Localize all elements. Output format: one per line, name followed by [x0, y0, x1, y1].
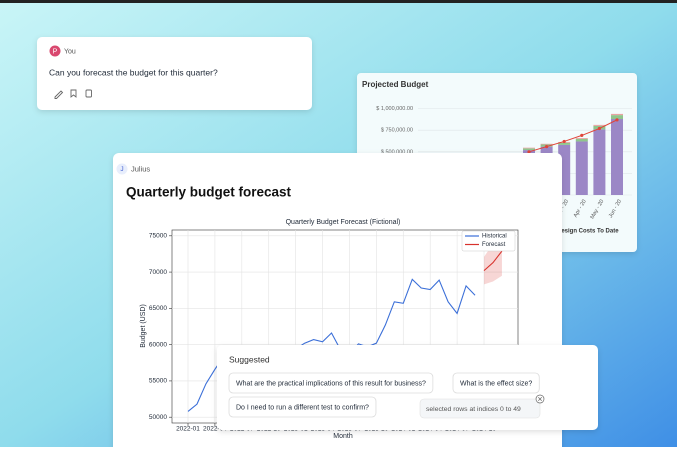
avatar [49, 45, 61, 57]
bar-segment [523, 147, 535, 149]
line-series [483, 250, 503, 272]
legend-label: Design Costs To Date [557, 229, 619, 235]
suggestion-chip[interactable] [228, 396, 377, 418]
bar-segment [540, 143, 553, 145]
y-tick-label: 65000 [149, 305, 167, 312]
x-tick-label: 2022-01 [176, 426, 200, 433]
user-card: P You Can you forecast the budget for th… [37, 37, 312, 110]
bar-segment [611, 119, 623, 195]
selection-chip [419, 398, 541, 419]
selection-text: selected rows at indices 0 to 49 [426, 406, 521, 413]
x-tick-label: 2022-04 [203, 426, 227, 433]
suggestion-chip[interactable] [452, 372, 540, 394]
line-point [545, 145, 549, 149]
suggestion-text[interactable]: What are the practical implications of t… [236, 380, 426, 387]
line-point [527, 150, 531, 154]
suggestion-chip[interactable] [228, 372, 434, 394]
line-point [580, 133, 584, 138]
heading: Quarterly budget forecast [126, 185, 292, 200]
y-tick-label: 60000 [149, 341, 167, 348]
bar-segment [593, 124, 606, 126]
bar-segment [611, 113, 623, 116]
legend-label: Historical [482, 234, 507, 240]
bar-segment [575, 138, 588, 139]
panel-title: Suggested [229, 354, 270, 364]
close-icon [538, 397, 542, 401]
message: Can you forecast the budget for this qua… [49, 67, 218, 77]
card [37, 37, 312, 110]
line-point [615, 118, 619, 122]
line-point [597, 126, 602, 131]
bar-segment [523, 148, 535, 151]
top-edge [0, 0, 677, 3]
copy-icon[interactable] [85, 89, 92, 98]
line-series [528, 119, 618, 153]
x-axis-label: Month [333, 433, 353, 440]
bar-segment [575, 141, 588, 195]
message-actions [54, 89, 92, 99]
suggestion-text[interactable]: Do I need to run a different test to con… [236, 404, 369, 411]
author: Julius [131, 164, 150, 173]
y-tick-label: $ 750,000.00 [381, 128, 413, 134]
y-axis-label: Budget (USD) [140, 304, 147, 348]
chart-title: Quarterly Budget Forecast (Fictional) [286, 219, 401, 226]
avatar-letter: P [53, 48, 58, 55]
suggested-panel: Suggested What are the practical implica… [217, 345, 598, 430]
card-title: Projected Budget [362, 80, 429, 89]
avatar-letter: J [120, 166, 123, 173]
y-tick-label: $ 1,000,000.00 [376, 106, 413, 112]
edit-icon[interactable] [54, 90, 64, 99]
bar-segment [575, 138, 588, 142]
bookmark-icon[interactable] [70, 89, 77, 98]
line-point [562, 139, 566, 144]
avatar [116, 163, 128, 175]
y-tick-label: 70000 [149, 269, 167, 276]
bar-segment [593, 129, 606, 195]
y-tick-label: $ 500,000.00 [381, 149, 413, 155]
author: You [64, 48, 76, 55]
y-tick-label: 50000 [149, 414, 167, 421]
legend-label: Forecast [482, 242, 506, 248]
y-tick-label: 55000 [149, 378, 167, 385]
bar-segment [611, 115, 623, 119]
y-tick-label: 75000 [149, 233, 167, 240]
bar-segment [558, 142, 571, 145]
suggestion-text[interactable]: What is the effect size? [460, 380, 532, 387]
